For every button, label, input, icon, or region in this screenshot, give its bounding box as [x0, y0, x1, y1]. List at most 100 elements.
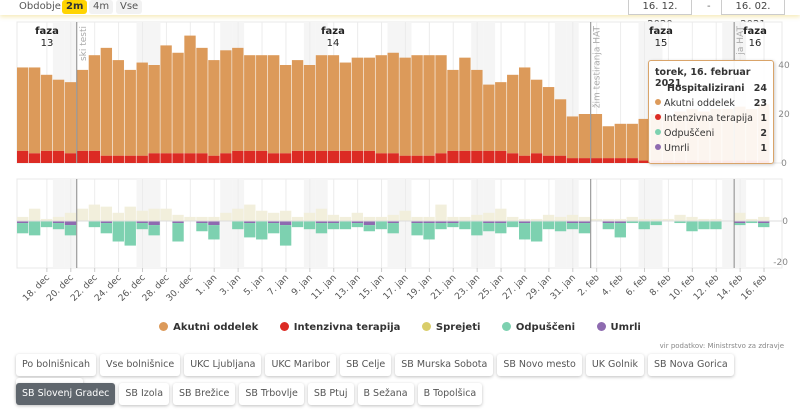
bar-sprejeti [387, 214, 399, 221]
bar-akutni [291, 60, 304, 151]
bar-odpusceni [375, 221, 387, 230]
legend-label: Akutni oddelek [173, 322, 259, 333]
bar-akutni [435, 55, 447, 154]
phase-label: faza [743, 26, 767, 37]
tooltip-value: 1 [760, 113, 767, 124]
bar-intenzivna [602, 158, 615, 163]
bar-odpusceni [387, 223, 399, 234]
bar-odpusceni [758, 223, 770, 228]
bar-akutni [220, 50, 232, 154]
bar-intenzivna [208, 155, 220, 163]
tooltip-label: Intenzivna terapija [664, 113, 753, 124]
x-tick-label: 23. jan [453, 273, 482, 302]
hospital-button[interactable]: SB Novo mesto [497, 354, 582, 376]
bar-intenzivna [220, 153, 232, 163]
bar-intenzivna [554, 155, 567, 163]
bar-odpusceni [327, 223, 340, 230]
hospital-button[interactable]: SB Nova Gorica [648, 354, 734, 376]
bar-intenzivna [256, 150, 268, 163]
tooltip-value: 24 [753, 83, 767, 94]
bar-akutni [28, 67, 41, 154]
bar-umrli [447, 221, 459, 224]
hospital-button[interactable]: Vse bolnišnice [100, 354, 181, 376]
bar-intenzivna [351, 150, 364, 163]
bar-intenzivna [590, 158, 603, 163]
bar-sprejeti [710, 218, 722, 221]
hospital-button[interactable]: SB Brežice [173, 383, 236, 405]
bar-odpusceni [339, 221, 352, 230]
bar-akutni [76, 69, 89, 151]
hospital-button[interactable]: SB Ptuj [307, 383, 354, 405]
x-tick-label: 25. jan [477, 273, 506, 302]
period-all-button[interactable]: Vse [116, 0, 143, 14]
legend-label: Intenzivna terapija [293, 322, 401, 333]
bar-akutni [519, 67, 531, 156]
legend-intenzivna[interactable]: Intenzivna terapija [279, 322, 401, 333]
tooltip-value: 2 [760, 128, 767, 139]
period-2m-button[interactable]: 2m [62, 0, 88, 14]
bar-odpusceni [17, 223, 29, 234]
bar-akutni [256, 55, 268, 151]
bar-sprejeti [315, 208, 328, 221]
hospital-button[interactable]: B Sežana [357, 383, 414, 405]
bar-odpusceni [52, 223, 65, 230]
annotation-label: ski testi [79, 26, 89, 61]
bar-umrli [327, 221, 340, 224]
bar-sprejeti [88, 204, 101, 221]
hospital-button[interactable]: UK Golnik [585, 354, 645, 376]
x-tick-label: 11. jan [310, 273, 339, 302]
bar-odpusceni [638, 221, 650, 230]
bar-odpusceni [746, 221, 758, 224]
bar-intenzivna [64, 153, 77, 163]
hospital-button[interactable]: SB Murska Sobota [395, 354, 494, 376]
hospital-button[interactable]: UKC Ljubljana [184, 354, 262, 376]
bar-intenzivna [232, 150, 244, 163]
bar-odpusceni [423, 223, 435, 240]
legend-akutni[interactable]: Akutni oddelek [159, 322, 258, 333]
tooltip-row-umrli: Umrli 1 [655, 143, 767, 157]
bar-odpusceni [315, 223, 328, 234]
bar-intenzivna [471, 150, 483, 163]
bar-akutni [327, 55, 340, 151]
bar-sprejeti [100, 206, 113, 221]
bar-odpusceni [495, 223, 507, 234]
bar-umrli [148, 221, 160, 226]
tooltip-row-akutni: Akutni oddelek 23 [655, 98, 767, 112]
bar-odpusceni [279, 225, 292, 246]
bar-odpusceni [64, 225, 77, 236]
y-tick-label: -20 [773, 258, 788, 268]
legend-odpusceni[interactable]: Odpuščeni [501, 322, 575, 333]
bar-sprejeti [542, 214, 555, 221]
hospital-button[interactable]: SB Trbovlje [239, 383, 304, 405]
period-4m-button[interactable]: 4m [89, 0, 114, 14]
bar-intenzivna [136, 155, 148, 163]
bar-umrli [578, 221, 591, 224]
x-tick-label: 2. feb [576, 273, 602, 299]
tooltip-row-odpusceni: Odpuščeni 2 [655, 128, 767, 142]
bar-sprejeti [626, 216, 638, 221]
hospital-button[interactable]: SB Celje [340, 354, 392, 376]
x-tick-label: 19. jan [406, 273, 435, 302]
bar-umrli [64, 221, 77, 226]
bar-sprejeti [76, 208, 89, 221]
legend-umrli[interactable]: Umrli [596, 322, 641, 333]
legend-sprejeti[interactable]: Sprejeti [421, 322, 480, 333]
bar-odpusceni [542, 221, 555, 230]
hospital-button[interactable]: SB Izola [119, 383, 170, 405]
bar-akutni [17, 67, 29, 151]
bar-odpusceni [566, 223, 579, 230]
bar-sprejeti [483, 212, 495, 221]
hospital-button[interactable]: B Topolšica [417, 383, 483, 405]
bar-akutni [423, 55, 435, 156]
hospital-button[interactable]: UKC Maribor [265, 354, 337, 376]
hospital-button[interactable]: SB Slovenj Gradec [16, 383, 116, 405]
hospital-button[interactable]: Po bolnišnicah [16, 354, 97, 376]
odpusceni-dot-icon [655, 129, 661, 135]
bar-odpusceni [447, 223, 459, 228]
bar-intenzivna [507, 153, 519, 163]
bar-intenzivna [100, 155, 113, 163]
data-source: vir podatkov: Ministrstvo za zdravje [659, 342, 784, 350]
bar-akutni [614, 123, 626, 159]
tooltip-label: Hospitalizirani [667, 83, 745, 94]
annotation-label: žim testiranja HAT [593, 25, 603, 108]
